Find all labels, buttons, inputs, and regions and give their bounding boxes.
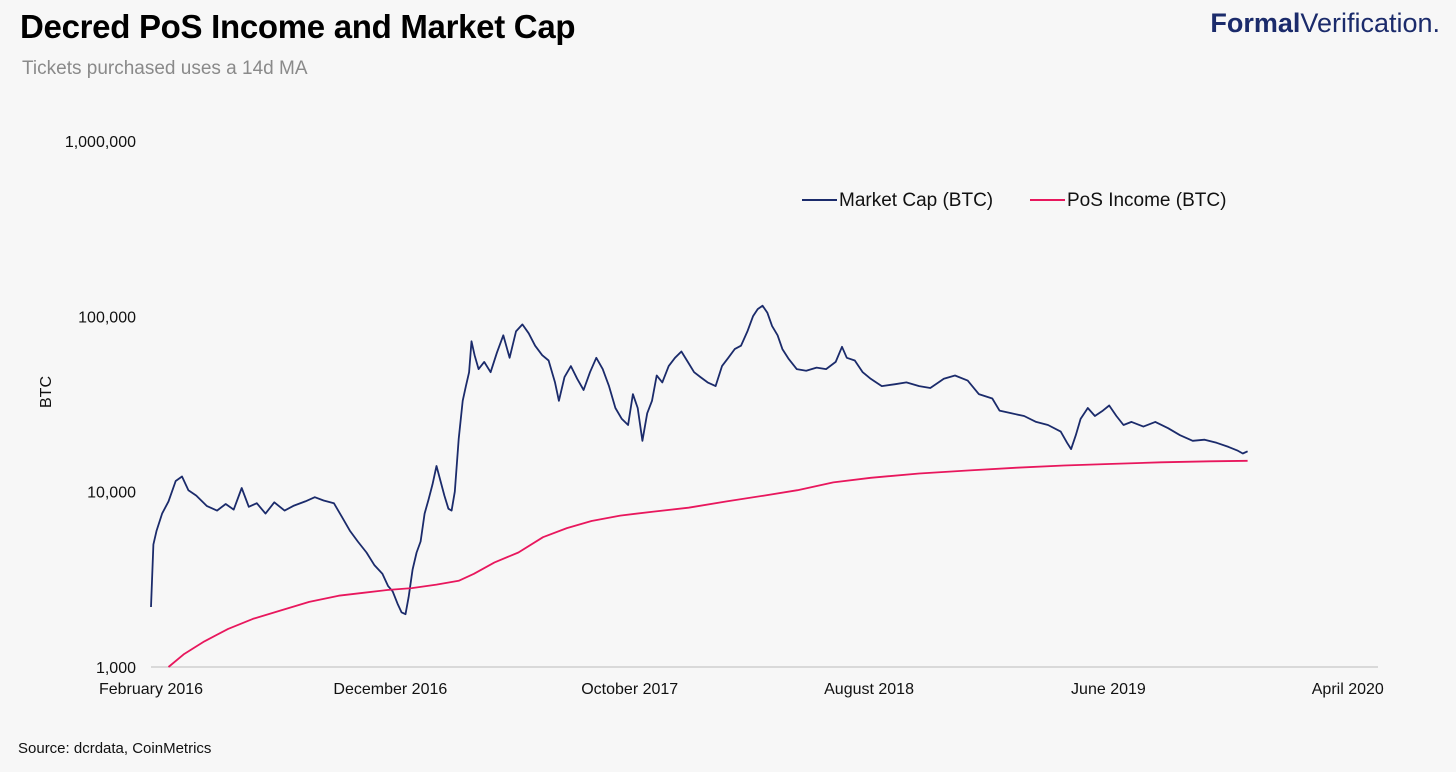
legend-label: Market Cap (BTC) bbox=[839, 190, 993, 211]
y-tick-label: 100,000 bbox=[78, 309, 136, 326]
chart-title: Decred PoS Income and Market Cap bbox=[20, 8, 576, 45]
chart-subtitle: Tickets purchased uses a 14d MA bbox=[22, 58, 308, 79]
x-tick-label: June 2019 bbox=[1071, 681, 1146, 698]
x-tick-label: February 2016 bbox=[99, 681, 203, 698]
source-note: Source: dcrdata, CoinMetrics bbox=[18, 740, 212, 757]
logo-bold-text: Formal bbox=[1210, 8, 1301, 38]
logo-light-text: Verification. bbox=[1300, 8, 1440, 38]
y-axis-ticks: 1,000 10,000 100,000 1,000,000 bbox=[65, 134, 136, 677]
x-tick-label: October 2017 bbox=[581, 681, 678, 698]
x-tick-label: April 2020 bbox=[1312, 681, 1384, 698]
y-tick-label: 10,000 bbox=[87, 485, 136, 502]
y-tick-label: 1,000 bbox=[96, 660, 136, 677]
y-axis-label: BTC bbox=[38, 376, 55, 408]
chart-svg: 1,000 10,000 100,000 1,000,000 February 201… bbox=[38, 134, 1384, 698]
series-line-pos-income bbox=[167, 459, 1248, 668]
brand-logo: FormalVerification. bbox=[1210, 8, 1440, 39]
legend: Market Cap (BTC) PoS Income (BTC) bbox=[802, 190, 1226, 211]
x-tick-label: August 2018 bbox=[824, 681, 914, 698]
y-tick-label: 1,000,000 bbox=[65, 134, 136, 151]
series-lines bbox=[150, 304, 1248, 668]
x-tick-label: December 2016 bbox=[333, 681, 447, 698]
x-axis-ticks: February 2016 December 2016 October 2017 Au… bbox=[99, 681, 1384, 698]
series-line-market-cap bbox=[150, 304, 1248, 616]
legend-label: PoS Income (BTC) bbox=[1067, 190, 1226, 211]
